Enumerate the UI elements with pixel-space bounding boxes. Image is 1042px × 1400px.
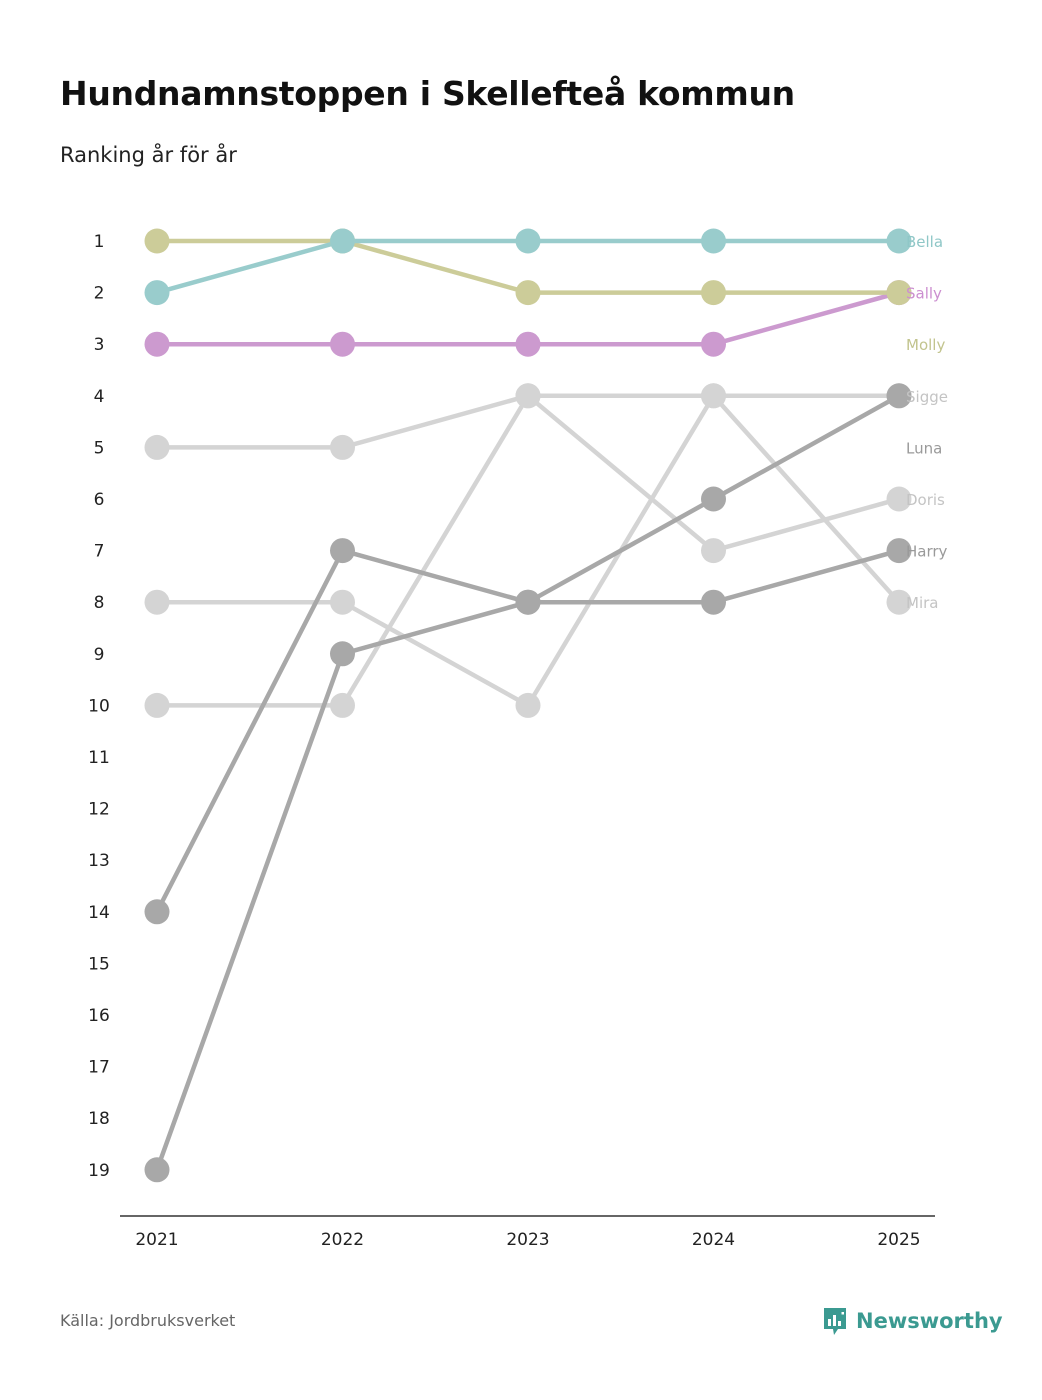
data-point-mira	[515, 692, 541, 718]
y-tick-label: 14	[88, 903, 110, 923]
series-label-sigge: Sigge	[906, 388, 948, 406]
y-tick-label: 3	[94, 335, 105, 355]
series-label-bella: Bella	[906, 233, 943, 251]
x-tick-label: 2024	[692, 1230, 735, 1250]
y-tick-label: 15	[88, 954, 110, 974]
y-tick-label: 19	[88, 1161, 110, 1181]
data-point-bella	[330, 228, 355, 254]
data-point-bella	[515, 228, 541, 254]
data-point-doris	[144, 692, 170, 718]
y-tick-label: 1	[94, 232, 105, 252]
data-point-sigge	[144, 434, 170, 460]
chart-subtitle: Ranking år för år	[60, 143, 237, 167]
brand-logo[interactable]: Newsworthy	[822, 1306, 1003, 1336]
data-point-luna	[144, 1157, 170, 1183]
series-points	[144, 228, 912, 1183]
data-point-mira	[886, 589, 912, 615]
x-tick-label: 2022	[321, 1230, 364, 1250]
series-label-harry: Harry	[906, 543, 948, 561]
series-label-mira: Mira	[906, 594, 938, 612]
y-tick-label: 7	[94, 542, 105, 562]
data-point-doris	[701, 538, 726, 564]
series-line-doris	[154, 393, 902, 708]
y-tick-label: 8	[94, 593, 105, 613]
data-point-sally	[515, 331, 541, 357]
data-point-luna	[515, 589, 541, 615]
data-point-bella	[701, 228, 726, 254]
data-point-sigge	[515, 383, 541, 409]
y-tick-label: 11	[88, 748, 110, 768]
x-tick-label: 2021	[135, 1230, 178, 1250]
y-tick-label: 18	[88, 1109, 110, 1129]
series-label-molly: Molly	[906, 336, 945, 354]
series-line-mira	[154, 393, 902, 708]
data-point-sally	[144, 331, 170, 357]
y-tick-label: 12	[88, 800, 110, 820]
data-point-bella	[886, 228, 912, 254]
data-point-sigge	[330, 434, 355, 460]
y-tick-label: 4	[94, 387, 105, 407]
data-point-mira	[330, 589, 355, 615]
x-tick-label: 2023	[506, 1230, 549, 1250]
data-point-luna	[701, 486, 726, 512]
data-point-molly	[886, 280, 912, 306]
y-tick-label: 9	[94, 645, 105, 665]
y-tick-label: 5	[94, 438, 105, 458]
data-point-molly	[701, 280, 726, 306]
data-point-doris	[886, 486, 912, 512]
data-point-harry	[886, 538, 912, 564]
series-label-doris: Doris	[906, 491, 945, 509]
series-label-sally: Sally	[906, 285, 942, 303]
data-point-bella	[144, 280, 170, 306]
y-tick-label: 6	[94, 490, 105, 510]
y-tick-label: 16	[88, 1006, 110, 1026]
y-tick-label: 10	[88, 696, 110, 716]
data-point-sigge	[701, 383, 726, 409]
y-tick-label: 17	[88, 1058, 110, 1078]
data-point-doris	[330, 692, 355, 718]
series-label-luna: Luna	[906, 439, 942, 457]
data-point-harry	[330, 538, 355, 564]
series-end-labels: Bella Sally Molly Sigge Luna Doris Harry Mira	[906, 233, 948, 612]
y-tick-label: 2	[94, 284, 105, 304]
data-point-sally	[330, 331, 355, 357]
x-axis-ticks: 2021 2022 2023 2024 2025	[135, 1230, 920, 1250]
newsworthy-logo-icon	[824, 1308, 846, 1335]
series-line-luna	[154, 393, 902, 1173]
data-point-luna	[330, 641, 355, 667]
brand-name: Newsworthy	[856, 1309, 1003, 1333]
data-point-mira	[144, 589, 170, 615]
data-point-sally	[701, 331, 726, 357]
data-point-molly	[515, 280, 541, 306]
y-tick-label: 13	[88, 851, 110, 871]
data-point-harry	[701, 589, 726, 615]
data-point-molly	[144, 228, 170, 254]
source-note: Källa: Jordbruksverket	[60, 1311, 236, 1330]
x-tick-label: 2025	[877, 1230, 920, 1250]
data-point-luna	[886, 383, 912, 409]
data-point-harry	[144, 899, 170, 925]
chart-title: Hundnamnstoppen i Skellefteå kommun	[60, 74, 795, 113]
